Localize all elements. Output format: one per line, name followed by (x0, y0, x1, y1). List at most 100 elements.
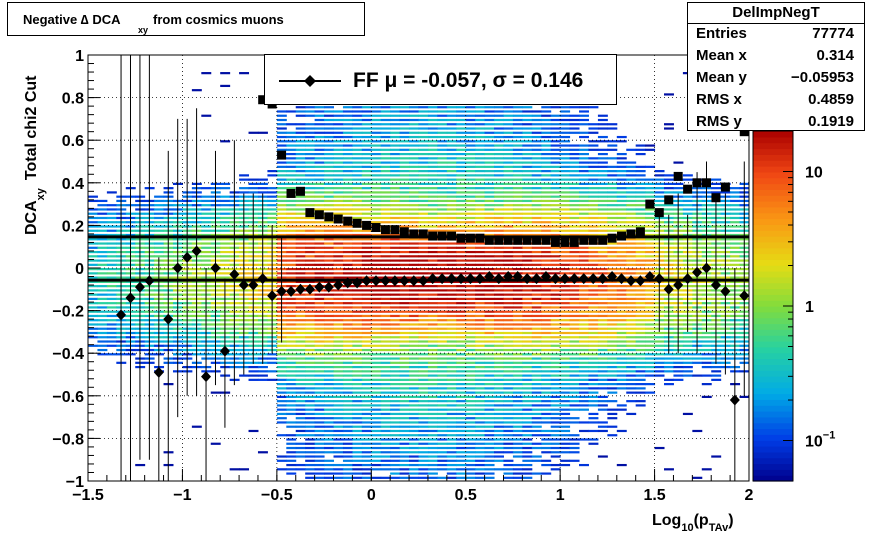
colorbar-cell (753, 381, 793, 389)
colorbar-cell (753, 241, 793, 249)
colorbar-cell (753, 463, 793, 470)
mean-point (531, 273, 542, 285)
stats-label: RMS y (696, 113, 742, 130)
sigma-point (409, 229, 419, 239)
mean-point (201, 371, 212, 383)
colorbar-cell (753, 288, 793, 295)
sigma-point (258, 95, 268, 105)
x-tick-label: 0.5 (455, 487, 477, 504)
sigma-point (560, 237, 570, 247)
stats-label: Entries (696, 25, 747, 42)
mean-point (437, 273, 448, 285)
stats-value: 0.1919 (808, 113, 854, 130)
colorbar-cell (753, 212, 793, 220)
sigma-point (513, 235, 523, 245)
colorbar-tick-label: 10−1 (805, 430, 835, 451)
mean-point (286, 285, 297, 297)
mean-point (550, 273, 561, 285)
sigma-point (305, 208, 315, 218)
mean-point (493, 273, 504, 285)
mean-point (153, 366, 164, 378)
colorbar-cell (753, 218, 793, 225)
colorbar-cell (753, 224, 793, 231)
colorbar-cell (753, 276, 793, 284)
mean-point (710, 279, 721, 291)
sigma-point (598, 235, 608, 245)
mean-point (276, 285, 287, 297)
stats-row-entries: Entries 77774 (696, 25, 854, 46)
stats-row-mean-x: Mean x 0.314 (696, 47, 854, 68)
colorbar-cell (753, 282, 793, 290)
y-tick-label: 0.2 (62, 218, 84, 235)
sigma-point (324, 212, 334, 222)
sigma-point (711, 193, 721, 203)
mean-point (295, 283, 306, 295)
stats-row-rms-x: RMS x 0.4859 (696, 91, 854, 112)
mean-point (352, 277, 363, 289)
stats-value: 0.4859 (808, 91, 854, 108)
mean-point (125, 292, 136, 304)
stats-name: DelImpNegT (688, 3, 864, 24)
x-tick-label: −1.5 (72, 487, 104, 504)
colorbar-cell (753, 183, 793, 190)
mean-point (380, 275, 391, 287)
mean-point (465, 273, 476, 285)
mean-point (314, 281, 325, 293)
colorbar-cell (753, 446, 793, 453)
mean-point (323, 281, 334, 293)
y-tick-label: 0.6 (62, 133, 84, 150)
mean-point (597, 273, 608, 285)
colorbar-cell (753, 469, 793, 476)
sigma-point (333, 214, 343, 224)
colorbar-cell (753, 131, 793, 138)
sigma-point (399, 227, 409, 237)
colorbar-cell (753, 457, 793, 465)
x-tick-label: 1.5 (643, 487, 665, 504)
sigma-point (720, 182, 730, 192)
colorbar-cell (753, 154, 793, 161)
y-tick-label: −0.2 (52, 304, 84, 321)
mean-point (512, 271, 523, 283)
sigma-point (503, 235, 513, 245)
colorbar-cell (753, 422, 793, 430)
colorbar-cell (753, 317, 793, 325)
colorbar-cell (753, 311, 793, 319)
sigma-point (484, 235, 494, 245)
title-subscript: xy (138, 25, 149, 35)
y-tick-label: −0.4 (52, 346, 84, 363)
mean-point (248, 279, 259, 291)
x-tick-label: 2 (745, 487, 754, 504)
mean-point (257, 273, 268, 285)
x-axis: −1.5 −1 −0.5 0 0.5 1 1.5 2 (72, 469, 754, 504)
mean-point (361, 275, 372, 287)
mean-point (616, 273, 627, 285)
mean-point (229, 268, 240, 280)
colorbar-cell (753, 376, 793, 383)
sigma-point (617, 231, 627, 241)
colorbar-cell (753, 136, 793, 144)
sigma-point (541, 235, 551, 245)
mean-point (333, 279, 344, 291)
sigma-point (295, 186, 305, 196)
mean-point (427, 273, 438, 285)
stats-value: −0.05953 (791, 69, 854, 86)
sigma-point (626, 229, 636, 239)
stats-box: DelImpNegT Entries 77774 Mean x 0.314 Me… (687, 2, 865, 131)
sigma-point (447, 231, 457, 241)
colorbar-cell (753, 323, 793, 330)
sigma-point (371, 223, 381, 233)
sigma-point (645, 199, 655, 209)
mean-point (172, 262, 183, 274)
sigma-point (437, 231, 447, 241)
sigma-point (362, 220, 372, 230)
sigma-point (390, 225, 400, 235)
sigma-point (465, 233, 475, 243)
mean-point (474, 273, 485, 285)
mean-point (503, 271, 514, 283)
sigma-point (664, 195, 674, 205)
colorbar-cell (753, 451, 793, 459)
stats-row-mean-y: Mean y −0.05953 (696, 69, 854, 90)
mean-point (644, 271, 655, 283)
mean-markers (116, 245, 750, 406)
